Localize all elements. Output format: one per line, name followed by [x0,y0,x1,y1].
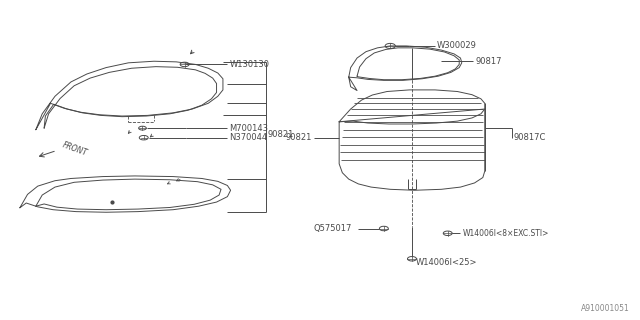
Text: Q575017: Q575017 [314,224,352,233]
Text: 90821: 90821 [268,130,294,139]
Text: W14006l<8×EXC.STI>: W14006l<8×EXC.STI> [463,229,548,238]
Text: M700143: M700143 [229,124,268,132]
Text: A910001051: A910001051 [581,304,630,313]
Text: N370044: N370044 [229,133,268,142]
Circle shape [140,135,148,140]
Text: 90817C: 90817C [513,133,546,142]
Text: 90821: 90821 [286,133,312,142]
Text: FRONT: FRONT [61,140,89,157]
Text: W300029: W300029 [437,41,477,51]
Text: 90817: 90817 [475,57,502,66]
Text: W130130: W130130 [229,60,269,69]
Text: W14006l<25>: W14006l<25> [416,258,477,267]
